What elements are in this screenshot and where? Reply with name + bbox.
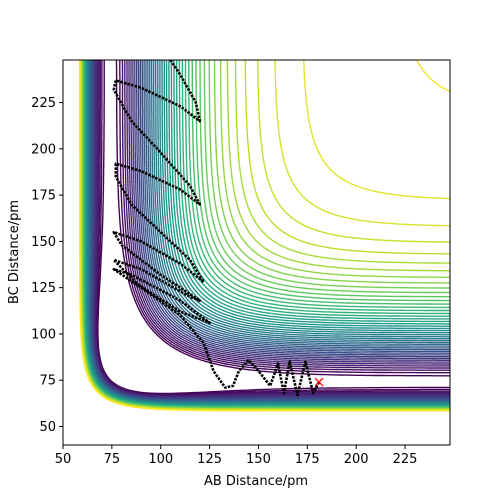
y-tick-label: 50 [39, 420, 56, 435]
y-tick-label: 200 [31, 142, 56, 157]
trajectory-layer [112, 60, 324, 397]
y-tick-label: 75 [39, 374, 56, 389]
contour [78, 60, 450, 412]
x-tick-label: 125 [197, 452, 222, 467]
y-tick-label: 100 [31, 327, 56, 342]
x-tick-label: 200 [344, 452, 369, 467]
contour-layer [78, 60, 450, 412]
trajectory [112, 60, 321, 397]
x-tick-label: 150 [246, 452, 271, 467]
x-tick-label: 75 [104, 452, 121, 467]
x-tick-label: 50 [55, 452, 72, 467]
x-tick-label: 100 [148, 452, 173, 467]
y-tick-label: 125 [31, 281, 56, 296]
y-tick-label: 150 [31, 235, 56, 250]
x-tick-label: 225 [393, 452, 418, 467]
y-tick-label: 225 [31, 96, 56, 111]
x-tick-label: 175 [295, 452, 320, 467]
y-axis-label: BC Distance/pm [7, 200, 22, 304]
start-marker [314, 377, 324, 387]
y-tick-label: 175 [31, 189, 56, 204]
x-axis-label: AB Distance/pm [204, 474, 308, 489]
plot-frame [62, 59, 451, 446]
